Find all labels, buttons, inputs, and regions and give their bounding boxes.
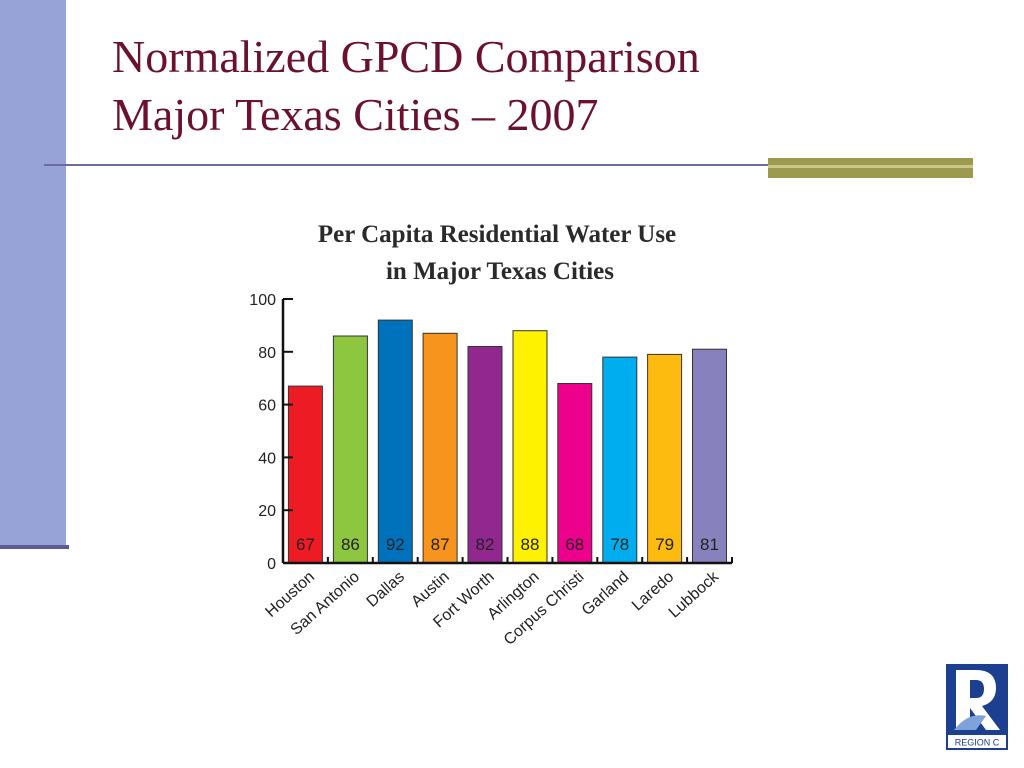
y-tick-label-2: 40	[258, 450, 276, 467]
bar-3	[422, 332, 458, 564]
bar-value-label-1: 86	[341, 535, 360, 554]
y-tick-label-3: 60	[258, 398, 276, 415]
title-accent-bar	[768, 158, 973, 178]
bar-value-label-0: 67	[296, 535, 315, 554]
bar-1	[332, 335, 368, 564]
logo-r-glyph	[956, 670, 1000, 730]
y-tick-label-1: 20	[258, 503, 276, 520]
bar-value-label-2: 92	[386, 535, 405, 554]
slide-title-line-2: Major Texas Cities – 2007	[112, 89, 599, 140]
title-underline-rule	[44, 164, 770, 166]
chart-axes: 0 20 40 60 80 100	[249, 292, 733, 573]
chart-title-line-2: in Major Texas Cities	[386, 258, 614, 285]
slide-title-line-1: Normalized GPCD Comparison	[112, 31, 700, 82]
bar-9	[692, 348, 727, 564]
slide-title: Normalized GPCD Comparison Major Texas C…	[112, 28, 700, 144]
bar-value-label-3: 87	[431, 535, 450, 554]
bar-4	[467, 346, 503, 564]
bar-value-label-8: 79	[655, 535, 674, 554]
bar-5	[512, 330, 548, 564]
category-label-6: Corpus Christi	[501, 568, 588, 648]
logo-label-box	[948, 735, 1006, 748]
category-label-9: Lubbock	[666, 568, 723, 622]
left-band-edge	[0, 545, 69, 549]
bar-value-label-4: 82	[476, 535, 495, 554]
bar-8	[647, 353, 683, 564]
bar-7	[602, 356, 638, 564]
logo-swoosh	[954, 715, 986, 730]
y-tick-label-0: 0	[267, 556, 276, 573]
chart-title-line-1: Per Capita Residential Water Use	[318, 221, 676, 248]
bar-2	[377, 319, 413, 564]
y-tick-label-4: 80	[258, 345, 276, 362]
region-c-logo: REGION C	[946, 664, 1008, 750]
bar-value-label-6: 68	[565, 535, 584, 554]
bar-6	[557, 383, 593, 564]
bar-0	[287, 385, 323, 564]
category-label-2: Dallas	[364, 568, 408, 610]
y-tick-label-5: 100	[249, 292, 276, 309]
bar-value-label-9: 81	[700, 535, 719, 554]
logo-label: REGION C	[955, 738, 1000, 748]
left-decorative-band	[0, 0, 66, 545]
bar-value-label-7: 78	[610, 535, 629, 554]
category-label-7: Garland	[579, 568, 633, 619]
bar-value-label-5: 88	[521, 535, 540, 554]
